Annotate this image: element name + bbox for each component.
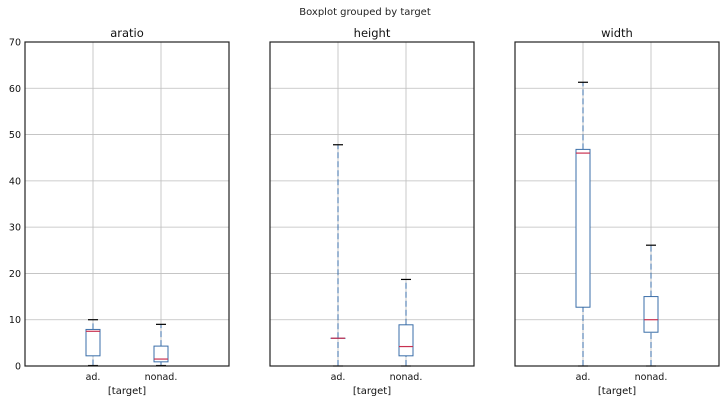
x-tick-label: ad. — [86, 372, 101, 383]
panel-aratio: ad. nonad. aratio [target] 0 10 20 30 40 50 60 70 — [9, 26, 229, 397]
figure-suptitle: Boxplot grouped by target — [299, 7, 431, 18]
x-tick-label: ad. — [331, 372, 346, 383]
panel-title: height — [354, 26, 391, 40]
x-tick-label: ad. — [576, 372, 591, 383]
y-tick-label: 40 — [9, 176, 21, 187]
panel-width: ad. nonad. width [target] — [515, 26, 719, 397]
y-tick-label: 60 — [9, 84, 21, 95]
y-tick-label: 50 — [9, 130, 21, 141]
y-tick-label: 20 — [9, 269, 21, 280]
y-tick-label: 70 — [9, 38, 21, 49]
axes-frame — [270, 42, 474, 366]
box-ad. — [86, 329, 100, 355]
panel-height: ad. nonad. height [target] — [270, 26, 474, 397]
y-tick-label: 0 — [15, 362, 21, 373]
x-axis-label: [target] — [598, 386, 636, 397]
box-nonad. — [399, 325, 413, 356]
box-nonad. — [644, 297, 658, 333]
panel-title: width — [601, 26, 633, 40]
axes-frame — [515, 42, 719, 366]
x-tick-label: nonad. — [390, 372, 423, 383]
x-axis-label: [target] — [353, 386, 391, 397]
x-tick-label: nonad. — [635, 372, 668, 383]
x-tick-label: nonad. — [145, 372, 178, 383]
box-ad. — [576, 149, 590, 307]
x-axis-label: [target] — [108, 386, 146, 397]
panel-title: aratio — [110, 26, 144, 40]
axes-frame — [25, 42, 229, 366]
y-tick-label: 10 — [9, 315, 21, 326]
y-tick-label: 30 — [9, 223, 21, 234]
